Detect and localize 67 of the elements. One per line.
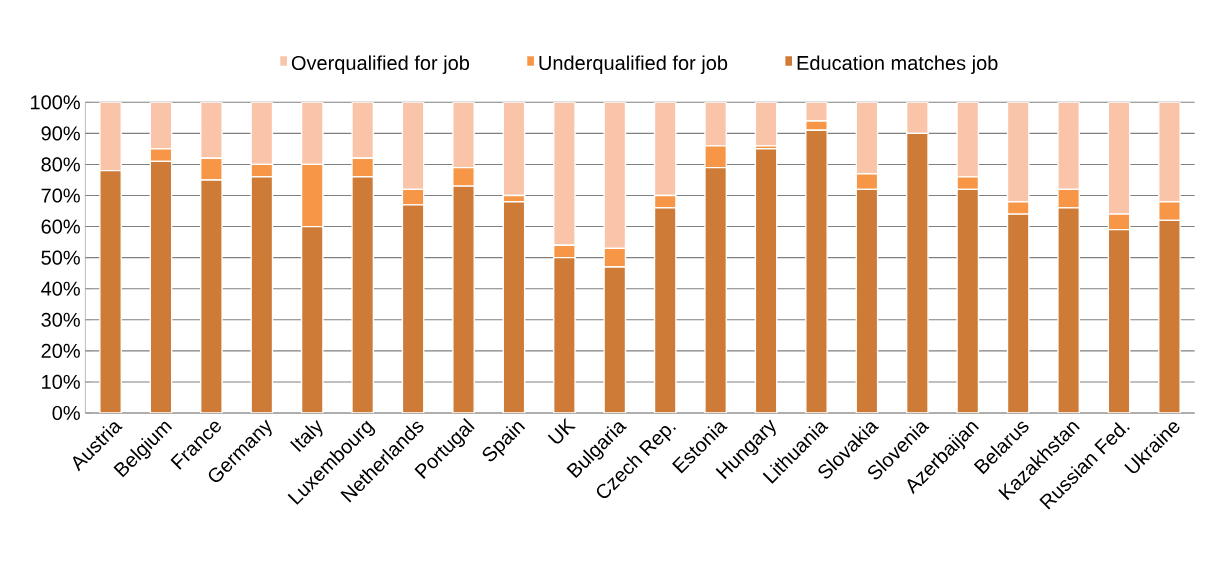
bar [149,148,173,163]
bar [351,157,375,178]
bar [754,148,778,413]
y-tick-label: 20% [41,343,80,358]
bar [1107,102,1131,215]
bar [149,160,173,413]
bar [754,102,778,147]
bar [704,102,727,147]
bar [149,102,173,150]
bar [1107,213,1131,231]
bar [1006,213,1030,413]
y-tick-label: 80% [41,157,80,172]
bar [351,102,375,159]
bar [653,102,677,197]
bar [300,102,324,166]
bar [1158,219,1181,413]
bar [956,176,980,190]
legend-label: Underqualified for job [539,55,728,75]
bar [250,176,274,413]
bar [200,102,223,159]
bar [1057,188,1080,209]
bar [452,102,475,169]
bar [300,163,324,228]
bar [452,185,475,413]
bar [1006,102,1030,203]
y-tick-label: 0% [52,405,80,421]
y-tick-label: 10% [42,374,80,389]
bar [1057,207,1080,413]
bar [956,102,980,178]
bar [401,204,425,413]
bar [653,207,677,413]
y-tick-label: 70% [41,188,80,203]
legend-label: Overqualified for job [291,55,470,75]
bar [553,102,576,246]
y-tick-label: 60% [41,219,80,234]
y-tick-label: 100% [31,95,80,110]
bar [553,256,576,413]
bar [855,188,879,413]
bar [452,166,475,187]
bar [99,102,122,172]
bar [502,102,526,197]
bar [200,179,223,413]
bar [1107,229,1131,413]
bar [351,176,375,413]
y-tick-label: 40% [41,281,80,296]
bar [99,170,122,413]
bar [906,102,929,135]
y-tick-label: 90% [41,126,80,141]
bar [502,201,526,413]
bar [1057,102,1080,190]
bar [956,188,980,413]
legend-label: Education matches job [797,55,998,75]
bar [704,145,727,169]
y-tick-label: 30% [41,312,80,327]
bar [906,132,929,413]
bar [200,157,223,181]
bar [855,102,879,175]
bar [603,102,627,249]
bar [1158,102,1181,203]
bar [704,166,727,413]
bar [401,102,425,190]
bar [855,173,879,190]
y-tick-label: 50% [41,250,80,265]
bar [805,129,828,413]
bar [300,225,324,413]
bar [603,266,627,413]
bar [250,102,274,166]
